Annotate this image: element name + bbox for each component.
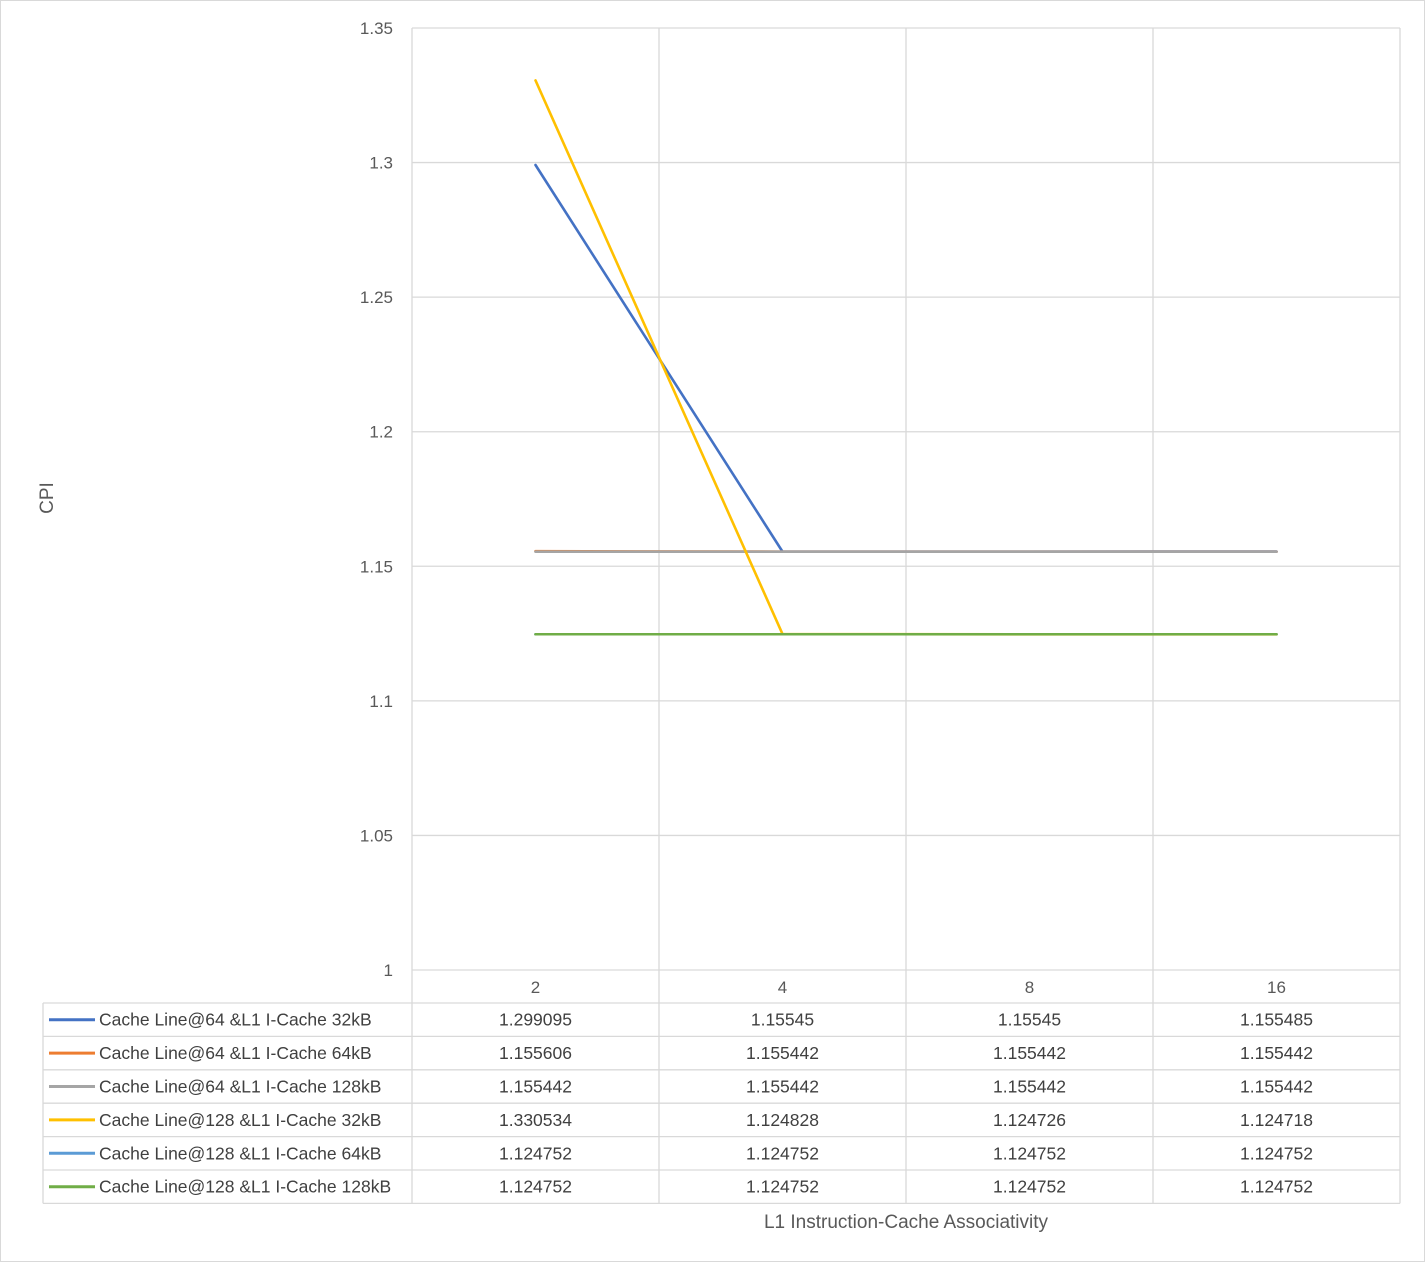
data-label: 1.124726 bbox=[993, 1110, 1066, 1130]
data-label: 1.124752 bbox=[499, 1143, 572, 1163]
x-tick-label: 2 bbox=[531, 978, 540, 997]
data-label: 1.155442 bbox=[993, 1077, 1066, 1097]
x-tick-label: 16 bbox=[1267, 978, 1286, 997]
data-label: 1.155442 bbox=[499, 1077, 572, 1097]
series-name: Cache Line@64 &L1 I-Cache 128kB bbox=[99, 1077, 381, 1097]
y-tick-label: 1.1 bbox=[369, 692, 393, 711]
data-label: 1.155442 bbox=[746, 1077, 819, 1097]
data-label: 1.124752 bbox=[1240, 1177, 1313, 1197]
y-tick-label: 1.15 bbox=[360, 557, 393, 576]
y-tick-label: 1.35 bbox=[360, 19, 393, 38]
data-label: 1.124752 bbox=[746, 1177, 819, 1197]
series-name: Cache Line@128 &L1 I-Cache 128kB bbox=[99, 1177, 391, 1197]
data-label: 1.299095 bbox=[499, 1010, 572, 1030]
y-tick-label: 1.3 bbox=[369, 154, 393, 173]
data-label: 1.155485 bbox=[1240, 1010, 1313, 1030]
data-label: 1.155442 bbox=[1240, 1043, 1313, 1063]
data-table: 2 4 8 16 Cache Line@64 &L1 I-Cache 32kB 1.299… bbox=[43, 978, 1400, 1203]
data-label: 1.124752 bbox=[499, 1177, 572, 1197]
y-axis-title: CPI bbox=[37, 482, 58, 514]
data-label: 1.124752 bbox=[1240, 1143, 1313, 1163]
data-label: 1.155606 bbox=[499, 1043, 572, 1063]
data-label: 1.155442 bbox=[1240, 1077, 1313, 1097]
series-name: Cache Line@64 &L1 I-Cache 64kB bbox=[99, 1043, 372, 1063]
data-label: 1.124718 bbox=[1240, 1110, 1313, 1130]
series-name: Cache Line@64 &L1 I-Cache 32kB bbox=[99, 1010, 372, 1030]
series-name: Cache Line@128 &L1 I-Cache 32kB bbox=[99, 1110, 381, 1130]
data-label: 1.15545 bbox=[998, 1010, 1061, 1030]
data-label: 1.124752 bbox=[993, 1177, 1066, 1197]
x-tick-label: 4 bbox=[778, 978, 787, 997]
y-tick-label: 1.05 bbox=[360, 826, 393, 845]
data-label: 1.155442 bbox=[993, 1043, 1066, 1063]
data-label: 1.15545 bbox=[751, 1010, 814, 1030]
y-tick-label: 1.25 bbox=[360, 288, 393, 307]
data-label: 1.330534 bbox=[499, 1110, 572, 1130]
data-label: 1.124752 bbox=[993, 1143, 1066, 1163]
x-axis-title: L1 Instruction-Cache Associativity bbox=[764, 1212, 1049, 1233]
data-label: 1.124752 bbox=[746, 1143, 819, 1163]
x-tick-label: 8 bbox=[1025, 978, 1034, 997]
data-label: 1.155442 bbox=[746, 1043, 819, 1063]
y-tick-label: 1.2 bbox=[369, 423, 393, 442]
y-axis-ticks: 1 1.05 1.1 1.15 1.2 1.25 1.3 1.35 bbox=[360, 19, 393, 980]
y-tick-label: 1 bbox=[384, 961, 393, 980]
data-label: 1.124828 bbox=[746, 1110, 819, 1130]
series-name: Cache Line@128 &L1 I-Cache 64kB bbox=[99, 1143, 381, 1163]
